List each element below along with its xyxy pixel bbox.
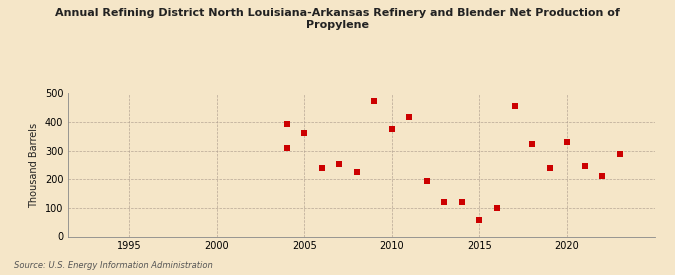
Point — [352, 170, 362, 174]
Point — [474, 218, 485, 222]
Point — [562, 140, 572, 144]
Point — [281, 121, 292, 126]
Point — [404, 115, 414, 119]
Y-axis label: Thousand Barrels: Thousand Barrels — [29, 122, 39, 208]
Point — [456, 199, 467, 204]
Point — [509, 104, 520, 109]
Point — [544, 166, 555, 170]
Point — [369, 98, 379, 103]
Text: Source: U.S. Energy Information Administration: Source: U.S. Energy Information Administ… — [14, 260, 212, 270]
Point — [421, 179, 432, 183]
Point — [614, 151, 625, 156]
Point — [317, 166, 327, 170]
Point — [386, 127, 397, 131]
Point — [491, 206, 502, 210]
Point — [579, 164, 590, 168]
Text: Annual Refining District North Louisiana-Arkansas Refinery and Blender Net Produ: Annual Refining District North Louisiana… — [55, 8, 620, 30]
Point — [334, 161, 345, 166]
Point — [299, 131, 310, 135]
Point — [597, 174, 608, 178]
Point — [439, 199, 450, 204]
Point — [526, 141, 537, 146]
Point — [281, 146, 292, 150]
